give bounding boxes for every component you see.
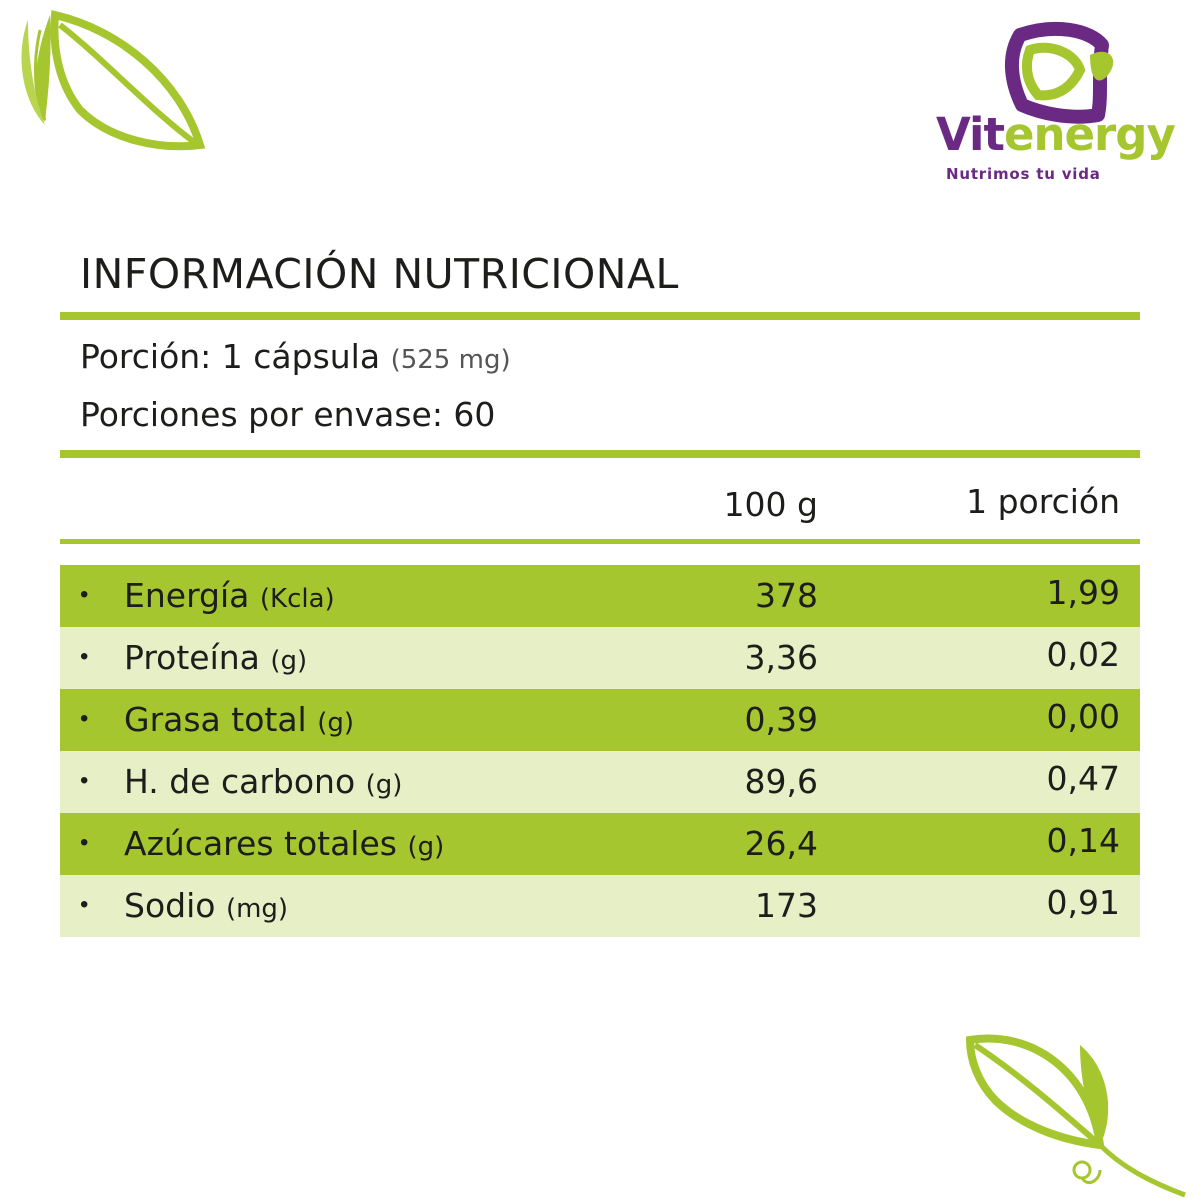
- nutrient-value-100g: 173: [755, 886, 818, 925]
- nutrient-value-portion: 0,14: [1046, 821, 1120, 860]
- nutrient-unit: (Kcla): [259, 584, 335, 614]
- bullet-icon: •: [80, 643, 89, 670]
- nutrient-name: Proteína (g): [124, 638, 308, 677]
- bullet-icon: •: [80, 829, 89, 856]
- nutrient-name: Azúcares totales (g): [124, 824, 445, 863]
- nutrient-value-100g: 26,4: [744, 824, 818, 863]
- leaf-sprout-icon: [965, 1034, 1186, 1198]
- leaf-icon: [21, 10, 206, 151]
- nutrient-value-100g: 378: [755, 576, 818, 615]
- nutrient-row: • Proteína (g) 3,36 0,02: [60, 627, 1140, 689]
- bullet-icon: •: [80, 581, 89, 608]
- title-divider: [60, 312, 1140, 320]
- nutrient-value-portion: 0,47: [1046, 759, 1120, 798]
- nutrient-unit: (g): [407, 832, 445, 862]
- nutrient-value-100g: 89,6: [744, 762, 818, 801]
- column-header-portion: 1 porción: [966, 482, 1120, 521]
- brand-logo: [1004, 22, 1114, 124]
- nutrient-unit: (mg): [225, 894, 289, 924]
- column-header-100g: 100 g: [723, 485, 818, 524]
- nutrient-name: Energía (Kcla): [124, 576, 335, 615]
- nutrient-name: H. de carbono (g): [124, 762, 403, 801]
- header-divider: [60, 539, 1140, 544]
- servings-per-container: Porciones por envase: 60: [80, 395, 496, 434]
- nutrient-value-100g: 0,39: [744, 700, 818, 739]
- nutrient-value-portion: 1,99: [1046, 573, 1120, 612]
- nutrient-unit: (g): [270, 646, 308, 676]
- page-title: INFORMACIÓN NUTRICIONAL: [80, 250, 679, 298]
- serving-label: Porción: 1 cápsula: [80, 337, 381, 376]
- bullet-icon: •: [80, 767, 89, 794]
- nutrient-value-100g: 3,36: [744, 638, 818, 677]
- nutrient-unit: (g): [365, 770, 403, 800]
- serving-size: Porción: 1 cápsula (525 mg): [80, 337, 511, 376]
- nutrient-name: Grasa total (g): [124, 700, 355, 739]
- brand-name-energy: energy: [1003, 108, 1176, 161]
- brand-name-vit: Vit: [936, 108, 1005, 161]
- nutrient-row: • Sodio (mg) 173 0,91: [60, 875, 1140, 937]
- brand-tagline: Nutrimos tu vida: [946, 165, 1101, 183]
- nutrient-unit: (g): [317, 708, 355, 738]
- nutrient-row: • Grasa total (g) 0,39 0,00: [60, 689, 1140, 751]
- brand-name: Vitenergy: [936, 112, 1176, 157]
- nutrient-row: • Energía (Kcla) 378 1,99: [60, 565, 1140, 627]
- bullet-icon: •: [80, 891, 89, 918]
- serving-detail: (525 mg): [390, 345, 511, 375]
- serving-divider: [60, 450, 1140, 458]
- nutrient-name: Sodio (mg): [124, 886, 289, 925]
- nutrient-value-portion: 0,91: [1046, 883, 1120, 922]
- nutrient-row: • H. de carbono (g) 89,6 0,47: [60, 751, 1140, 813]
- nutrient-value-portion: 0,02: [1046, 635, 1120, 674]
- nutrient-value-portion: 0,00: [1046, 697, 1120, 736]
- nutrient-row: • Azúcares totales (g) 26,4 0,14: [60, 813, 1140, 875]
- bullet-icon: •: [80, 705, 89, 732]
